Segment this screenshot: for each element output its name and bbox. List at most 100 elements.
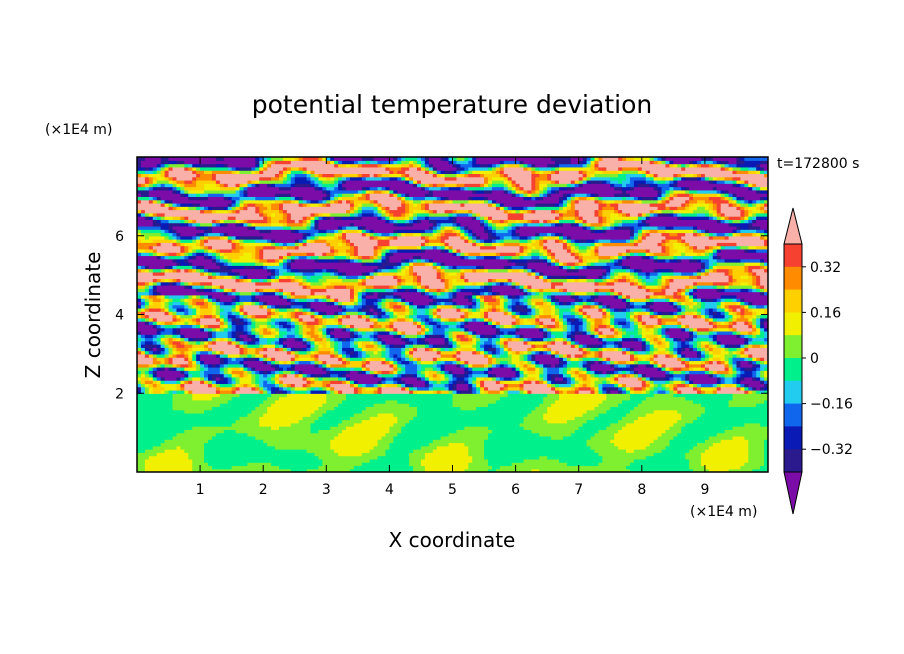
field-cell bbox=[760, 465, 765, 470]
field-cell bbox=[582, 435, 588, 440]
field-cell bbox=[736, 412, 741, 417]
field-cell bbox=[385, 432, 390, 437]
field-cell bbox=[448, 452, 454, 457]
field-cell bbox=[314, 452, 320, 457]
field-cell bbox=[610, 449, 615, 453]
field-cell bbox=[306, 452, 312, 457]
field-cell bbox=[298, 412, 304, 417]
field-cell bbox=[653, 416, 659, 421]
field-cell bbox=[712, 465, 718, 470]
field-cell bbox=[294, 442, 300, 447]
field-cell bbox=[137, 439, 142, 444]
field-cell bbox=[243, 426, 249, 430]
field-cell bbox=[282, 426, 288, 430]
field-cell bbox=[582, 449, 588, 453]
field-cell bbox=[507, 465, 513, 470]
field-cell bbox=[373, 422, 379, 427]
field-cell bbox=[602, 458, 607, 463]
field-cell bbox=[495, 422, 501, 427]
field-cell bbox=[764, 429, 768, 434]
field-cell bbox=[645, 419, 651, 424]
field-cell bbox=[724, 412, 730, 417]
field-cell bbox=[318, 449, 323, 453]
field-cell bbox=[562, 462, 568, 467]
field-cell bbox=[164, 419, 170, 424]
field-cell bbox=[377, 445, 383, 450]
field-cell bbox=[353, 422, 359, 427]
field-cell bbox=[499, 449, 505, 453]
field-cell bbox=[578, 442, 584, 447]
field-cell bbox=[405, 458, 410, 463]
field-cell bbox=[267, 422, 272, 427]
field-cell bbox=[148, 445, 154, 450]
field-cell bbox=[310, 452, 316, 457]
field-cell bbox=[247, 439, 252, 444]
field-cell bbox=[204, 419, 209, 424]
field-cell bbox=[160, 439, 166, 444]
field-cell bbox=[282, 465, 288, 470]
field-cell bbox=[629, 416, 635, 421]
field-cell bbox=[148, 429, 154, 434]
field-cell bbox=[215, 422, 221, 427]
field-cell bbox=[428, 465, 434, 470]
field-cell bbox=[566, 412, 572, 417]
field-cell bbox=[716, 412, 722, 417]
field-cell bbox=[440, 462, 446, 467]
field-cell bbox=[657, 449, 663, 453]
field-cell bbox=[566, 442, 572, 447]
field-cell bbox=[724, 462, 730, 467]
field-cell bbox=[286, 462, 292, 467]
field-cell bbox=[693, 445, 698, 450]
field-cell bbox=[622, 422, 627, 427]
field-cell bbox=[527, 422, 532, 427]
field-cell bbox=[334, 468, 339, 472]
field-cell bbox=[665, 422, 670, 427]
field-cell bbox=[420, 412, 426, 417]
field-cell bbox=[728, 435, 734, 440]
field-cell bbox=[610, 455, 615, 460]
field-cell bbox=[306, 422, 312, 427]
field-cell bbox=[480, 416, 485, 421]
field-cell bbox=[235, 452, 241, 457]
field-cell bbox=[460, 468, 465, 472]
field-cell bbox=[164, 416, 170, 421]
field-cell bbox=[558, 429, 564, 434]
field-cell bbox=[204, 465, 209, 470]
field-cell bbox=[211, 468, 217, 472]
field-cell bbox=[614, 429, 619, 434]
field-cell bbox=[464, 455, 469, 460]
field-cell bbox=[377, 426, 383, 430]
field-cell bbox=[637, 462, 643, 467]
field-cell bbox=[558, 412, 564, 417]
field-cell bbox=[551, 419, 556, 424]
field-cell bbox=[420, 426, 426, 430]
field-cell bbox=[369, 416, 375, 421]
field-cell bbox=[140, 419, 146, 424]
field-cell bbox=[610, 468, 615, 472]
field-cell bbox=[582, 458, 588, 463]
field-cell bbox=[211, 435, 217, 440]
field-cell bbox=[574, 435, 580, 440]
field-cell bbox=[740, 435, 745, 440]
field-cell bbox=[732, 462, 738, 467]
field-cell bbox=[507, 435, 513, 440]
field-cell bbox=[570, 412, 576, 417]
field-cell bbox=[259, 442, 264, 447]
field-cell bbox=[137, 462, 142, 467]
field-cell bbox=[184, 422, 189, 427]
field-cell bbox=[535, 439, 540, 444]
field-cell bbox=[401, 455, 406, 460]
field-cell bbox=[385, 452, 390, 457]
field-cell bbox=[456, 449, 461, 453]
field-cell bbox=[365, 468, 371, 472]
field-cell bbox=[207, 419, 213, 424]
field-cell bbox=[472, 458, 477, 463]
field-cell bbox=[306, 449, 312, 453]
field-cell bbox=[255, 445, 260, 450]
field-cell bbox=[381, 412, 387, 417]
field-cell bbox=[160, 458, 166, 463]
field-cell bbox=[184, 432, 189, 437]
field-cell bbox=[689, 462, 694, 467]
field-cell bbox=[389, 412, 394, 417]
field-cell bbox=[192, 468, 197, 472]
